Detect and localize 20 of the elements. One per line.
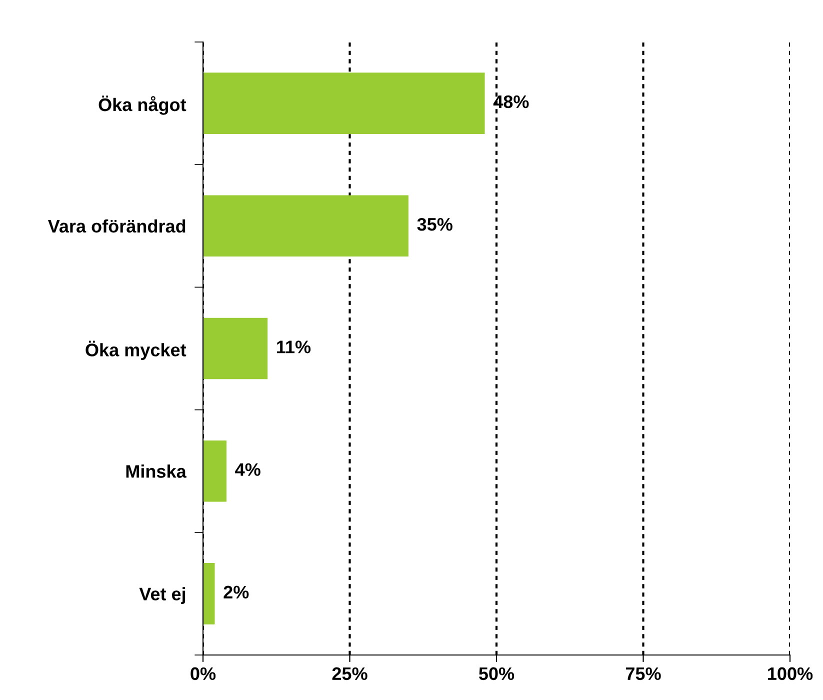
y-tick-label: Öka något <box>98 96 186 115</box>
data-label: 35% <box>417 218 452 231</box>
data-label: 4% <box>235 463 260 476</box>
y-tick-label: Vara oförändrad <box>48 219 186 233</box>
bar <box>203 195 408 257</box>
x-tick-label: 75% <box>626 667 661 680</box>
bar <box>203 563 215 624</box>
x-tick-label: 0% <box>190 667 216 680</box>
data-label: 11% <box>277 340 311 354</box>
bar <box>203 72 485 134</box>
x-tick-label: 100% <box>768 667 813 680</box>
data-label: 2% <box>224 586 249 599</box>
y-tick-label: Minska <box>126 464 186 478</box>
x-tick-label: 25% <box>332 667 368 680</box>
y-tick-label: Vet ej <box>139 587 186 604</box>
x-tick-label: 50% <box>478 667 514 680</box>
data-label: 48% <box>493 95 529 108</box>
y-tick-label: Öka mycket <box>86 340 186 360</box>
bar <box>203 440 226 502</box>
bar <box>203 318 268 380</box>
